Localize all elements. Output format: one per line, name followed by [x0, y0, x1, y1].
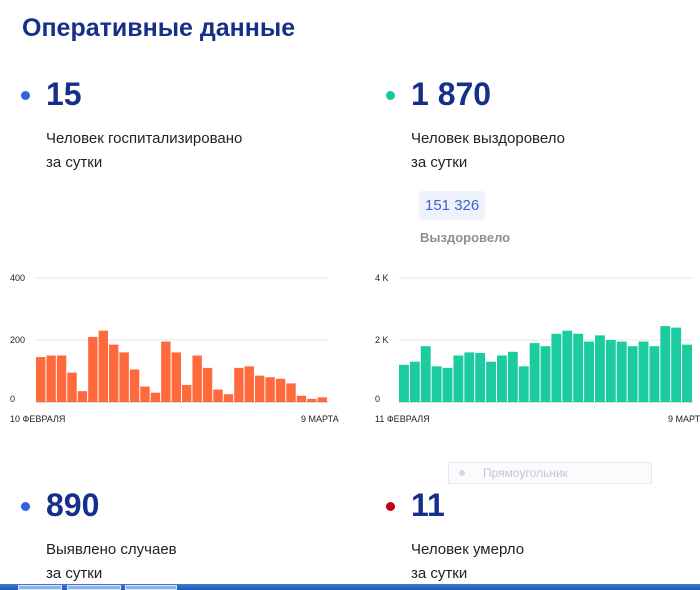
taskbar-button[interactable] [18, 585, 62, 590]
bar[interactable] [317, 397, 327, 402]
taskbar-button[interactable] [125, 585, 177, 590]
hospitalized-value: 15 [46, 76, 82, 112]
bar[interactable] [562, 330, 573, 402]
bar[interactable] [56, 355, 67, 403]
bar[interactable] [464, 352, 475, 402]
bar[interactable] [171, 352, 181, 402]
cases-label-line2: за сутки [46, 565, 103, 582]
bar[interactable] [475, 353, 486, 402]
bar[interactable] [671, 327, 682, 402]
bar[interactable] [255, 375, 265, 402]
recovered-bar-chart: 0 2 K 4 K 11 ФЕВРАЛЯ 9 МАРТА [375, 273, 700, 424]
hospitalized-label-line1: Человек госпитализировано [46, 130, 243, 147]
cases-value: 890 [46, 487, 100, 523]
taskbar-button[interactable] [67, 585, 121, 590]
bar[interactable] [507, 351, 518, 402]
bar[interactable] [399, 364, 409, 402]
os-taskbar[interactable] [0, 584, 700, 590]
bar[interactable] [234, 367, 244, 402]
bar[interactable] [161, 341, 171, 402]
y-tick-label: 4 K [375, 273, 389, 283]
bar[interactable] [46, 355, 56, 403]
bar[interactable] [442, 367, 453, 402]
bar[interactable] [140, 386, 150, 403]
ghost-rectangle: Прямоугольник [448, 462, 652, 484]
recovered-total-chip: 151 326 [419, 191, 486, 220]
recovered-total-label: Выздоровело [420, 230, 511, 245]
bar[interactable] [213, 389, 223, 402]
y-tick-label: 2 K [375, 335, 389, 345]
bar[interactable] [584, 341, 594, 402]
bar[interactable] [265, 377, 275, 402]
bar[interactable] [109, 344, 119, 402]
bar[interactable] [486, 361, 496, 402]
bar[interactable] [88, 336, 98, 402]
recovered-dot-icon [386, 91, 395, 100]
bar[interactable] [244, 366, 254, 402]
bar[interactable] [129, 369, 140, 402]
bar[interactable] [77, 391, 88, 402]
bar[interactable] [540, 346, 551, 402]
bar[interactable] [192, 355, 202, 403]
x-end-label: 9 МАРТА [668, 414, 700, 424]
bar[interactable] [518, 366, 529, 402]
hospitalized-dot-icon [21, 91, 30, 100]
bar[interactable] [98, 330, 108, 402]
cases-dot-icon [21, 502, 30, 511]
bar[interactable] [150, 392, 161, 402]
bar[interactable] [551, 333, 562, 402]
bar[interactable] [182, 384, 192, 402]
bar[interactable] [616, 341, 627, 402]
bar[interactable] [627, 346, 638, 402]
bar[interactable] [67, 372, 77, 402]
bar[interactable] [275, 378, 286, 402]
ghost-rectangle-label: Прямоугольник [483, 466, 568, 480]
bar[interactable] [431, 366, 442, 402]
bar[interactable] [682, 344, 692, 402]
bar[interactable] [307, 398, 317, 402]
cases-label-line1: Выявлено случаев [46, 541, 177, 558]
hospitalized-bar-chart: 0 200 400 10 ФЕВРАЛЯ 9 МАРТА [10, 273, 339, 424]
deaths-value: 11 [411, 487, 445, 523]
bar[interactable] [605, 340, 616, 402]
bar[interactable] [223, 394, 234, 402]
bar[interactable] [409, 361, 420, 402]
bar[interactable] [660, 326, 671, 402]
circle-icon [459, 470, 465, 476]
bar[interactable] [453, 355, 464, 403]
recovered-value: 1 870 [411, 76, 492, 112]
x-end-label: 9 МАРТА [301, 414, 339, 424]
bar[interactable] [595, 335, 605, 402]
bar[interactable] [638, 341, 649, 402]
deaths-label-line1: Человек умерло [411, 541, 525, 558]
bar[interactable] [119, 352, 129, 402]
deaths-label-line2: за сутки [411, 565, 468, 582]
page-title: Оперативные данные [22, 14, 296, 42]
bar[interactable] [497, 355, 507, 403]
bar[interactable] [649, 346, 660, 402]
x-start-label: 11 ФЕВРАЛЯ [375, 414, 430, 424]
y-tick-label: 200 [10, 335, 25, 345]
bar[interactable] [420, 346, 431, 402]
y-tick-label: 0 [375, 394, 380, 404]
recovered-label-line1: Человек выздоровело [411, 130, 565, 147]
hospitalized-label-line2: за сутки [46, 154, 103, 171]
bar[interactable] [529, 343, 540, 402]
bar[interactable] [202, 367, 213, 402]
bar[interactable] [573, 333, 584, 402]
y-tick-label: 0 [10, 394, 15, 404]
deaths-dot-icon [386, 502, 395, 511]
bar[interactable] [296, 395, 307, 402]
y-tick-label: 400 [10, 273, 25, 283]
bar[interactable] [36, 357, 46, 402]
bar[interactable] [286, 383, 296, 402]
recovered-label-line2: за сутки [411, 154, 468, 171]
x-start-label: 10 ФЕВРАЛЯ [10, 414, 65, 424]
